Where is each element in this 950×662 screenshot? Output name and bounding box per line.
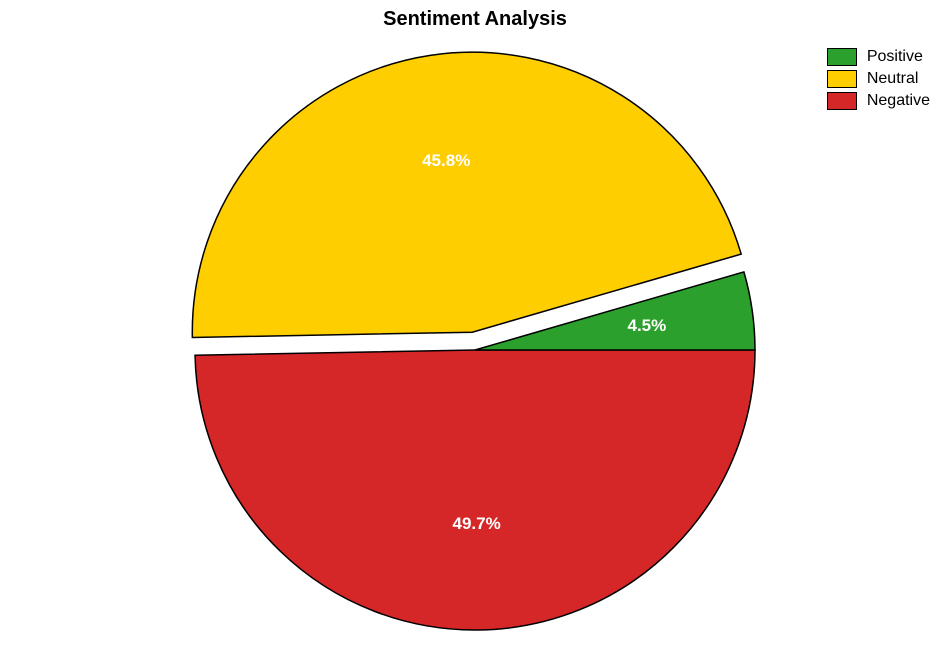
legend: Positive Neutral Negative	[827, 48, 930, 114]
slice-label-negative: 49.7%	[453, 514, 501, 534]
legend-label-positive: Positive	[867, 48, 923, 66]
slice-label-positive: 4.5%	[627, 316, 666, 336]
chart-title: Sentiment Analysis	[0, 8, 950, 31]
pie-slice-negative	[195, 350, 755, 630]
legend-swatch-neutral	[827, 70, 857, 88]
legend-swatch-positive	[827, 48, 857, 66]
legend-item-neutral: Neutral	[827, 70, 930, 88]
legend-item-positive: Positive	[827, 48, 930, 66]
pie-chart	[175, 50, 775, 650]
chart-container: Sentiment Analysis 49.7% 45.8% 4.5% Positi…	[0, 0, 950, 662]
legend-label-neutral: Neutral	[867, 70, 919, 88]
slice-label-neutral: 45.8%	[422, 151, 470, 171]
legend-label-negative: Negative	[867, 92, 930, 110]
legend-swatch-negative	[827, 92, 857, 110]
pie-slice-neutral	[192, 52, 741, 337]
legend-item-negative: Negative	[827, 92, 930, 110]
